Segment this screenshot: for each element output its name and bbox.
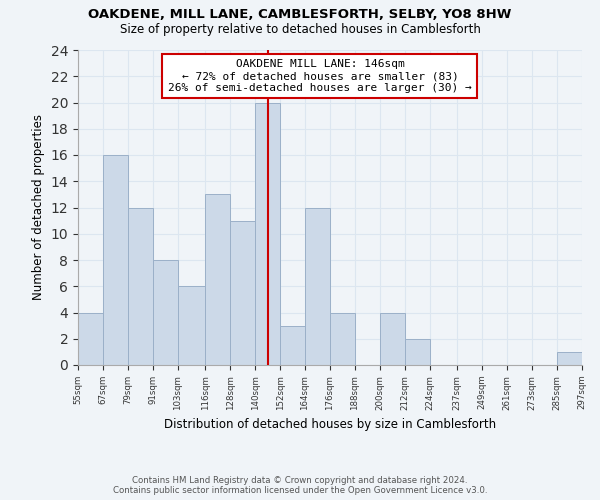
Bar xyxy=(78,312,103,365)
Bar xyxy=(178,286,205,365)
Bar xyxy=(305,208,330,365)
Bar xyxy=(230,220,255,365)
Bar xyxy=(330,312,355,365)
Bar xyxy=(205,194,230,365)
Bar xyxy=(380,312,405,365)
Y-axis label: Number of detached properties: Number of detached properties xyxy=(32,114,45,300)
Bar xyxy=(103,155,128,365)
Bar xyxy=(255,102,280,365)
Bar xyxy=(280,326,305,365)
Bar xyxy=(557,352,582,365)
Text: OAKDENE, MILL LANE, CAMBLESFORTH, SELBY, YO8 8HW: OAKDENE, MILL LANE, CAMBLESFORTH, SELBY,… xyxy=(88,8,512,20)
Bar xyxy=(405,339,430,365)
X-axis label: Distribution of detached houses by size in Camblesforth: Distribution of detached houses by size … xyxy=(164,418,496,431)
Bar xyxy=(128,208,153,365)
Text: Size of property relative to detached houses in Camblesforth: Size of property relative to detached ho… xyxy=(119,22,481,36)
Text: Contains HM Land Registry data © Crown copyright and database right 2024.
Contai: Contains HM Land Registry data © Crown c… xyxy=(113,476,487,495)
Text: OAKDENE MILL LANE: 146sqm
← 72% of detached houses are smaller (83)
26% of semi-: OAKDENE MILL LANE: 146sqm ← 72% of detac… xyxy=(168,60,472,92)
Bar xyxy=(153,260,178,365)
